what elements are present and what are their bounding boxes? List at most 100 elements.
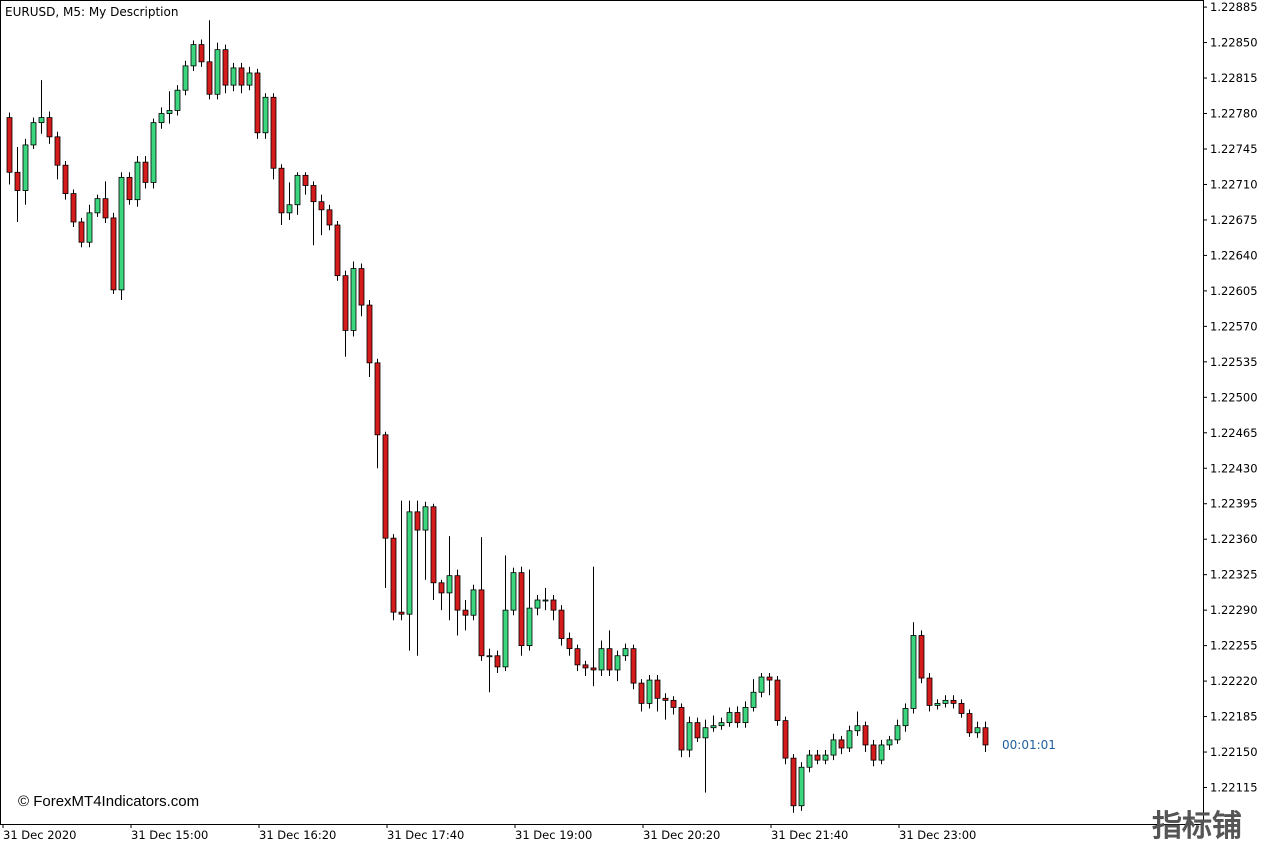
candle-body [710,725,717,729]
candle-body [662,697,669,701]
y-tick-label: 1.22535 [1210,355,1258,369]
candle-body [654,679,661,699]
candle-body [22,144,29,191]
candle-body [54,136,61,166]
candle-body [294,174,301,206]
y-tick-label: 1.22570 [1210,319,1258,333]
candle-body [822,754,829,761]
candle-body [94,198,101,214]
candle-body [910,635,917,709]
candle-body [478,589,485,657]
candle-body [46,117,53,138]
candle-body [934,702,941,706]
candle-body [270,96,277,169]
candle-body [638,682,645,704]
candle-body [966,713,973,734]
candle-body [214,49,221,95]
candle-body [510,572,517,611]
candle-body [766,676,773,681]
chart-title: EURUSD, M5: My Description [5,5,178,19]
candle-body [590,667,597,671]
y-tick-label: 1.22360 [1210,532,1258,546]
watermark: 指标铺 [1152,809,1242,844]
candle-body [534,599,541,609]
y-tick-label: 1.22500 [1210,390,1258,404]
candle-body [502,609,509,668]
y-tick-label: 1.22395 [1210,497,1258,511]
x-tick-label: 31 Dec 19:00 [515,828,592,842]
candle-body [406,511,413,615]
candle-body [582,664,589,669]
y-tick-label: 1.22255 [1210,639,1258,653]
candle-body [310,185,317,203]
y-tick-label: 1.22850 [1210,36,1258,50]
candle-body [14,171,21,191]
candle-body [358,268,365,306]
candle-body [246,72,253,86]
candle-body [630,648,637,684]
candle-body [462,609,469,616]
candle-body [230,67,237,86]
candle-body [574,648,581,666]
candle-body [686,722,693,751]
candle-body [494,655,501,668]
x-tick-label: 31 Dec 2020 [3,828,76,842]
candle-body [190,44,197,67]
y-tick-label: 1.22815 [1210,71,1258,85]
copyright: © ForexMT4Indicators.com [18,793,199,810]
candle-body [86,212,93,243]
candle-body [526,607,533,647]
candle-body [390,537,397,613]
candle-body [878,744,885,761]
candle-body [102,198,109,219]
candle-body [302,174,309,186]
candle-body [982,727,989,746]
candle-body [174,89,181,111]
candle-body [542,599,549,602]
candle-body [422,506,429,531]
x-tick-label: 31 Dec 17:40 [387,828,464,842]
candle-body [958,702,965,714]
candle-body [550,599,557,611]
candle-body [814,754,821,761]
candle-body [758,676,765,693]
candle-body [350,268,357,331]
candle-body [886,739,893,746]
x-tick-label: 31 Dec 15:00 [131,828,208,842]
candle-body [118,176,125,291]
y-tick-label: 1.22675 [1210,213,1258,227]
candle-body [286,204,293,214]
candle-body [206,61,213,95]
candle-body [974,727,981,734]
candle-body [862,725,869,746]
candle-body [374,362,381,436]
candle-body [334,224,341,277]
y-tick-label: 1.22640 [1210,248,1258,262]
candle-body [806,754,813,768]
y-tick-label: 1.22430 [1210,461,1258,475]
x-tick-label: 31 Dec 21:40 [771,828,848,842]
candle-body [598,648,605,671]
candle-body [798,766,805,807]
candle-body [726,712,733,724]
y-tick-label: 1.22220 [1210,674,1258,688]
candle-body [438,582,445,594]
candle-body [774,679,781,722]
candle-body [782,720,789,759]
candle-body [222,49,229,86]
timer: 00:01:01 [1002,738,1056,752]
candle-body [718,722,725,727]
candle-body [342,275,349,331]
candle-body [398,611,405,615]
candle-body [750,691,757,708]
y-tick-label: 1.22115 [1210,781,1258,795]
candle-body [6,117,13,173]
y-tick-label: 1.22325 [1210,568,1258,582]
candle-body [62,164,69,194]
candle-body [918,635,925,679]
candle-body [238,67,245,86]
candle-body [702,727,709,739]
candle-body [926,677,933,706]
